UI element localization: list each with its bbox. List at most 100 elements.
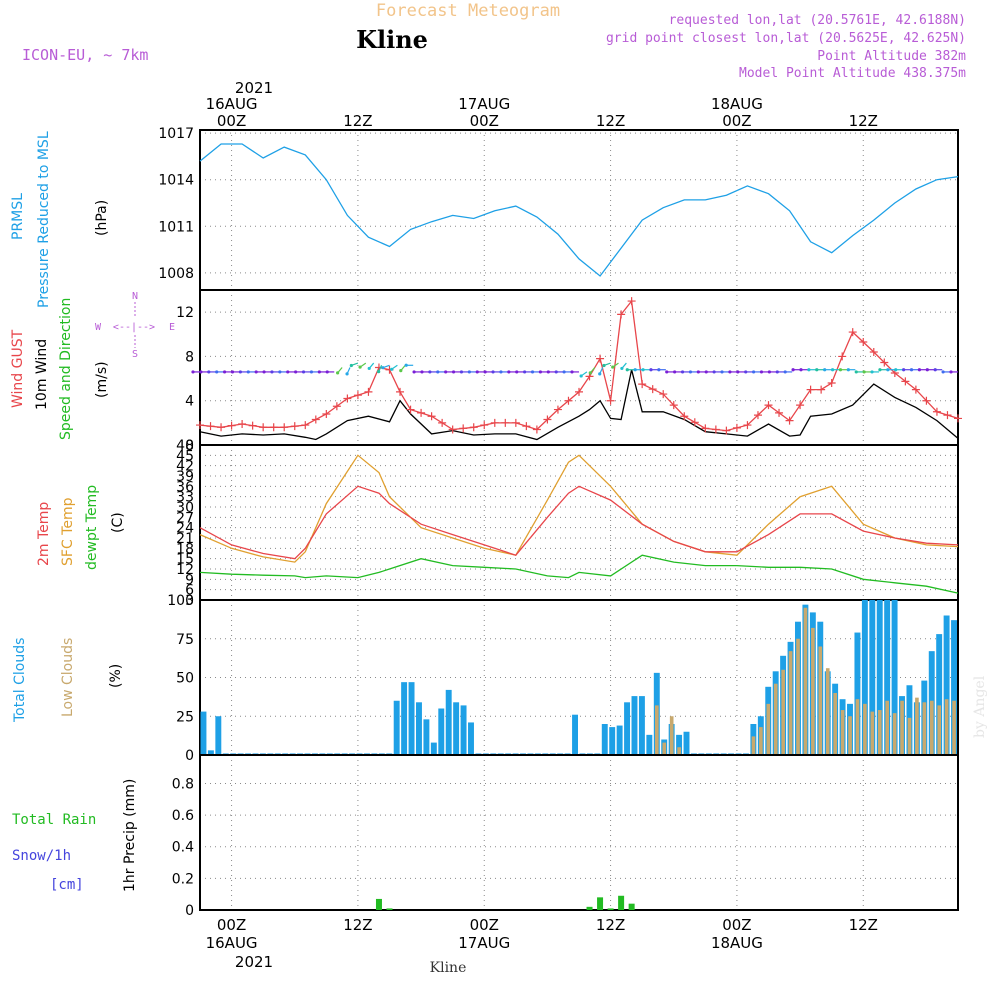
wind-direction-arrowhead bbox=[688, 370, 693, 374]
low-cloud-bar bbox=[766, 703, 771, 755]
gust-marker bbox=[648, 385, 657, 394]
top-day-label: 16AUG bbox=[206, 95, 258, 113]
total-cloud-bar bbox=[646, 734, 653, 755]
y-tick-label: 6 bbox=[185, 583, 194, 599]
wind-direction-arrowhead bbox=[588, 371, 592, 375]
y-tick-label: 42 bbox=[176, 459, 194, 475]
panel-frame bbox=[199, 129, 959, 291]
gust-marker bbox=[269, 423, 278, 432]
bottom-day-label: 17AUG bbox=[458, 934, 510, 952]
total-cloud-bar bbox=[200, 711, 207, 755]
wind-direction-arrowhead bbox=[704, 370, 708, 374]
total-cloud-bar bbox=[891, 600, 898, 755]
gust-marker bbox=[859, 338, 868, 347]
wind-direction-arrowhead bbox=[598, 372, 602, 376]
temp-units: (C) bbox=[110, 512, 126, 533]
gust-marker bbox=[469, 423, 478, 432]
low-cloud-bar bbox=[825, 668, 830, 755]
gust-marker bbox=[259, 423, 268, 432]
gust-label: Wind GUST bbox=[10, 329, 26, 408]
gust-marker bbox=[659, 390, 668, 399]
gust-marker bbox=[764, 401, 773, 410]
y-tick-label: 9 bbox=[185, 572, 194, 588]
wind-direction-arrowhead bbox=[633, 368, 637, 372]
wind-direction-arrowhead bbox=[886, 368, 890, 372]
total-cloud-bar bbox=[215, 716, 222, 755]
low-cloud-bar bbox=[952, 700, 956, 755]
gust-marker bbox=[617, 310, 626, 319]
wind-direction-arrowhead bbox=[783, 370, 787, 374]
precip-units: 1hr Precip (mm) bbox=[122, 779, 138, 892]
gust-marker bbox=[638, 380, 647, 389]
gust-marker bbox=[796, 401, 805, 410]
gust-marker bbox=[669, 401, 678, 410]
wind-direction-arrowhead bbox=[215, 370, 219, 374]
gust-marker bbox=[690, 418, 699, 427]
rain-bar bbox=[375, 898, 382, 910]
gridpoint-coords: grid point closest lon,lat (20.5625E, 42… bbox=[606, 31, 966, 46]
dewpt-label: dewpt Temp bbox=[84, 485, 100, 570]
low-cloud-bar bbox=[929, 700, 934, 755]
top-hour-label: 12Z bbox=[596, 112, 625, 130]
top-hour-label: 12Z bbox=[849, 112, 878, 130]
total-cloud-bar bbox=[884, 600, 891, 755]
low-cloud-bar bbox=[773, 683, 778, 755]
low-cloud-bar bbox=[937, 705, 942, 755]
wind-direction-arrowhead bbox=[838, 368, 843, 372]
y-tick-label: 1017 bbox=[158, 126, 194, 142]
y-tick-label: 33 bbox=[176, 490, 194, 506]
wind-direction-arrowhead bbox=[317, 370, 321, 374]
top-day-label: 17AUG bbox=[458, 95, 510, 113]
total-cloud-bar bbox=[624, 702, 631, 755]
prmsl-series bbox=[199, 143, 959, 277]
wind-direction-arrowhead bbox=[399, 369, 403, 373]
wind-direction-arrowhead bbox=[390, 367, 394, 371]
wind-direction-arrowhead bbox=[246, 370, 250, 374]
clouds-panel: 0 25 50 75 100 bbox=[167, 593, 959, 764]
low-clouds-label: Low Clouds bbox=[60, 638, 76, 717]
t2m-label: 2m Temp bbox=[36, 502, 52, 566]
y-tick-label: 0.6 bbox=[172, 808, 194, 824]
total-cloud-bar bbox=[445, 689, 452, 755]
y-tick-label: 4 bbox=[185, 394, 194, 410]
gust-marker bbox=[301, 421, 310, 430]
wind-direction-arrowhead bbox=[862, 370, 866, 374]
model-label: ICON-EU, ~ 7km bbox=[22, 46, 148, 64]
total-cloud-bar bbox=[676, 734, 683, 755]
y-tick-label: 0 bbox=[185, 903, 194, 919]
wind-direction-arrowhead bbox=[507, 370, 511, 374]
dewpt-series bbox=[199, 554, 959, 594]
low-cloud-bar bbox=[885, 700, 890, 755]
bottom-hour-label: 00Z bbox=[217, 916, 246, 934]
wind-direction-arrowhead bbox=[579, 374, 583, 378]
gust-marker bbox=[227, 421, 236, 430]
gust-marker bbox=[364, 387, 373, 396]
wind-direction-arrowhead bbox=[562, 370, 566, 374]
low-cloud-bar bbox=[669, 716, 674, 755]
wind-direction-arrowhead bbox=[530, 370, 535, 374]
bottom-hour-label: 12Z bbox=[343, 916, 372, 934]
total-cloud-bar bbox=[423, 719, 430, 755]
y-tick-label: 24 bbox=[176, 521, 194, 537]
wind-direction-arrowhead bbox=[925, 368, 929, 372]
total-cloud-bar bbox=[408, 682, 415, 755]
snow-label: Snow/1h bbox=[12, 848, 71, 864]
wind-direction-arrowhead bbox=[345, 372, 349, 376]
total-cloud-bar bbox=[453, 702, 460, 755]
gust-marker bbox=[196, 421, 204, 430]
low-cloud-bar bbox=[892, 713, 897, 755]
low-cloud-bar bbox=[818, 646, 823, 755]
y-tick-label: 25 bbox=[176, 709, 194, 725]
wind-direction-arrowhead bbox=[902, 368, 906, 372]
gust-marker bbox=[438, 418, 447, 427]
top-day-label: 18AUG bbox=[711, 95, 763, 113]
prmsl-desc-label: Pressure Reduced to MSL bbox=[36, 131, 52, 308]
low-cloud-bar bbox=[863, 703, 867, 755]
wind-direction-arrowhead bbox=[412, 370, 416, 374]
gust-marker bbox=[206, 422, 215, 431]
wind-direction-arrowhead bbox=[799, 368, 803, 372]
gust-marker bbox=[322, 410, 331, 418]
gust-marker bbox=[553, 405, 562, 414]
